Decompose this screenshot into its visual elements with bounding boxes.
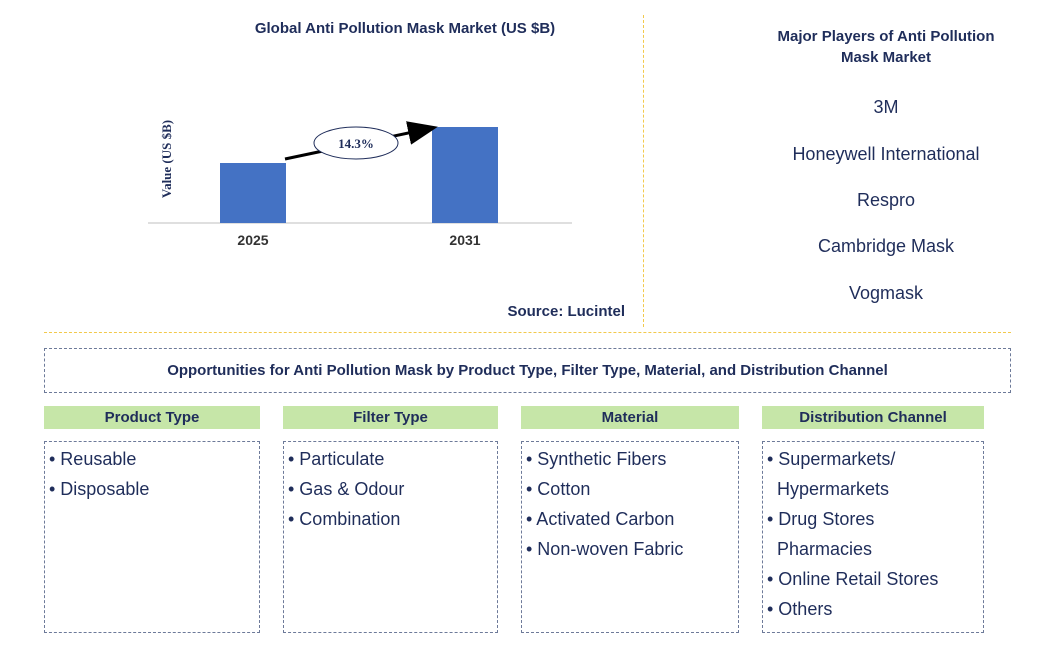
bar-2031 (432, 127, 498, 223)
cagr-label: 14.3% (338, 136, 374, 151)
list-item: • Activated Carbon (526, 509, 675, 529)
list-item: • Synthetic Fibers (526, 449, 667, 469)
player-name: Cambridge Mask (817, 236, 955, 256)
list-item: • Non-woven Fabric (526, 539, 684, 559)
player-name: 3M (873, 97, 899, 117)
bar-2025 (220, 163, 286, 223)
list-item: • Gas & Odour (288, 479, 405, 499)
opportunities-title: Opportunities for Anti Pollution Mask by… (44, 348, 1011, 393)
list-item: • Reusable (49, 449, 137, 469)
category-header-material: Material (521, 406, 739, 429)
bar-chart: Value (US $B) 2025 2031 14.3% (148, 120, 572, 248)
list-item: Hypermarkets (767, 479, 890, 499)
list-item: • Supermarkets/ (767, 449, 896, 469)
vertical-divider (643, 15, 644, 327)
horizontal-divider (44, 332, 1011, 333)
list-item: • Online Retail Stores (767, 569, 939, 589)
opportunities-title-text: Opportunities for Anti Pollution Mask by… (167, 362, 888, 379)
category-list-filter-type: • Particulate • Gas & Odour • Combinatio… (283, 441, 498, 633)
category-list-material: • Synthetic Fibers • Cotton • Activated … (521, 441, 739, 633)
category-list-distribution-channel: • Supermarkets/ Hypermarkets • Drug Stor… (762, 441, 984, 633)
list-item: • Particulate (288, 449, 385, 469)
category-title: Filter Type (353, 409, 428, 426)
player-name: Honeywell International (792, 144, 980, 164)
x-tick-label: 2025 (237, 232, 268, 248)
cagr-ellipse (313, 126, 399, 160)
list-item: • Cotton (526, 479, 591, 499)
category-title: Material (601, 409, 659, 426)
chart-title: Global Anti Pollution Mask Market (US $B… (254, 20, 556, 37)
x-tick-label: 2031 (449, 232, 480, 248)
list-item: • Others (767, 599, 833, 619)
list-item: • Combination (288, 509, 401, 529)
list-item: Pharmacies (767, 539, 873, 559)
list-item: • Disposable (49, 479, 150, 499)
players-title: Major Players of Anti Pollution Mask Mar… (777, 28, 995, 66)
player-name: Respro (856, 190, 916, 210)
category-header-product-type: Product Type (44, 406, 260, 429)
category-title: Distribution Channel (799, 409, 947, 426)
list-item: • Drug Stores (767, 509, 875, 529)
category-header-distribution-channel: Distribution Channel (762, 406, 984, 429)
source-label: Source: Lucintel (507, 303, 625, 320)
y-axis-label: Value (US $B) (159, 120, 174, 198)
category-list-product-type: • Reusable • Disposable (44, 441, 260, 633)
category-header-filter-type: Filter Type (283, 406, 498, 429)
category-title: Product Type (104, 409, 200, 426)
player-name: Vogmask (848, 283, 924, 303)
